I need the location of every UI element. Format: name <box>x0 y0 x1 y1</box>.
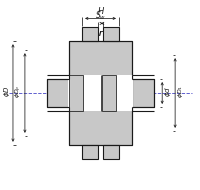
Text: $\phi d$: $\phi d$ <box>163 86 173 97</box>
Bar <box>103 27 119 41</box>
Text: H: H <box>97 7 104 16</box>
Text: $\phi D_p$: $\phi D_p$ <box>14 84 24 98</box>
Bar <box>132 79 154 107</box>
Bar <box>69 75 83 111</box>
Bar <box>47 79 69 107</box>
Text: $r_1$: $r_1$ <box>99 45 107 57</box>
Bar <box>103 145 119 159</box>
Bar <box>102 75 116 111</box>
Bar <box>68 75 133 111</box>
Text: r: r <box>99 29 102 38</box>
Bar <box>69 41 132 145</box>
Text: $\phi D$: $\phi D$ <box>2 85 12 97</box>
Bar <box>82 27 98 41</box>
Text: r: r <box>99 29 103 38</box>
Bar <box>82 145 98 159</box>
Text: $r_1$: $r_1$ <box>94 45 102 57</box>
Text: $S_w$: $S_w$ <box>95 9 106 22</box>
Text: $\phi D_1$: $\phi D_1$ <box>176 84 185 98</box>
